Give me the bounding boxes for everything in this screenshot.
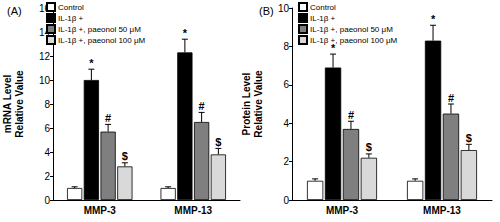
- svg-text:4: 4: [44, 147, 50, 158]
- svg-text:8: 8: [283, 41, 289, 52]
- svg-text:(B): (B): [259, 5, 274, 17]
- svg-text:MMP-13: MMP-13: [174, 205, 212, 216]
- svg-text:IL-1β +: IL-1β +: [310, 14, 336, 23]
- svg-text:2: 2: [283, 156, 289, 167]
- svg-text:Protein Level: Protein Level: [241, 72, 252, 135]
- svg-text:IL-1β +, paeonol 100 μM: IL-1β +, paeonol 100 μM: [58, 36, 146, 45]
- svg-text:#: #: [448, 92, 454, 104]
- svg-text:IL-1β +, paeonol 50 μM: IL-1β +, paeonol 50 μM: [58, 25, 141, 34]
- svg-text:*: *: [331, 42, 336, 54]
- svg-text:$: $: [215, 136, 221, 148]
- svg-text:#: #: [105, 112, 111, 124]
- svg-text:10: 10: [278, 3, 290, 14]
- svg-text:8: 8: [44, 99, 50, 110]
- svg-text:16: 16: [38, 2, 50, 14]
- svg-text:MMP-3: MMP-3: [326, 205, 359, 216]
- svg-text:*: *: [431, 13, 436, 25]
- svg-text:mRNA Level: mRNA Level: [2, 75, 13, 134]
- svg-text:6: 6: [283, 79, 289, 90]
- svg-text:12: 12: [39, 51, 51, 62]
- svg-text:IL-1β +: IL-1β +: [58, 14, 84, 23]
- svg-text:$: $: [366, 141, 372, 153]
- svg-text:$: $: [466, 132, 472, 144]
- svg-text:(A): (A): [7, 5, 22, 17]
- svg-text:2: 2: [44, 171, 50, 182]
- svg-text:Control: Control: [58, 3, 84, 12]
- svg-text:Relative Value: Relative Value: [14, 70, 25, 138]
- svg-text:0: 0: [44, 195, 50, 206]
- svg-text:10: 10: [39, 75, 51, 86]
- svg-text:#: #: [348, 109, 354, 121]
- svg-text:MMP-3: MMP-3: [84, 205, 117, 216]
- svg-text:Control: Control: [310, 3, 336, 12]
- svg-text:4: 4: [283, 118, 289, 129]
- svg-text:#: #: [199, 100, 205, 112]
- svg-text:0: 0: [283, 195, 289, 206]
- svg-text:*: *: [89, 57, 94, 69]
- svg-text:6: 6: [44, 123, 50, 134]
- svg-text:Relative Value: Relative Value: [253, 70, 264, 138]
- svg-text:IL-1β +, paeonol 50 μM: IL-1β +, paeonol 50 μM: [310, 25, 393, 34]
- svg-text:MMP-13: MMP-13: [423, 205, 461, 216]
- svg-text:IL-1β +, paeonol 100 μM: IL-1β +, paeonol 100 μM: [310, 36, 398, 45]
- svg-text:14: 14: [38, 26, 50, 38]
- svg-text:$: $: [122, 150, 128, 162]
- svg-text:*: *: [183, 27, 188, 39]
